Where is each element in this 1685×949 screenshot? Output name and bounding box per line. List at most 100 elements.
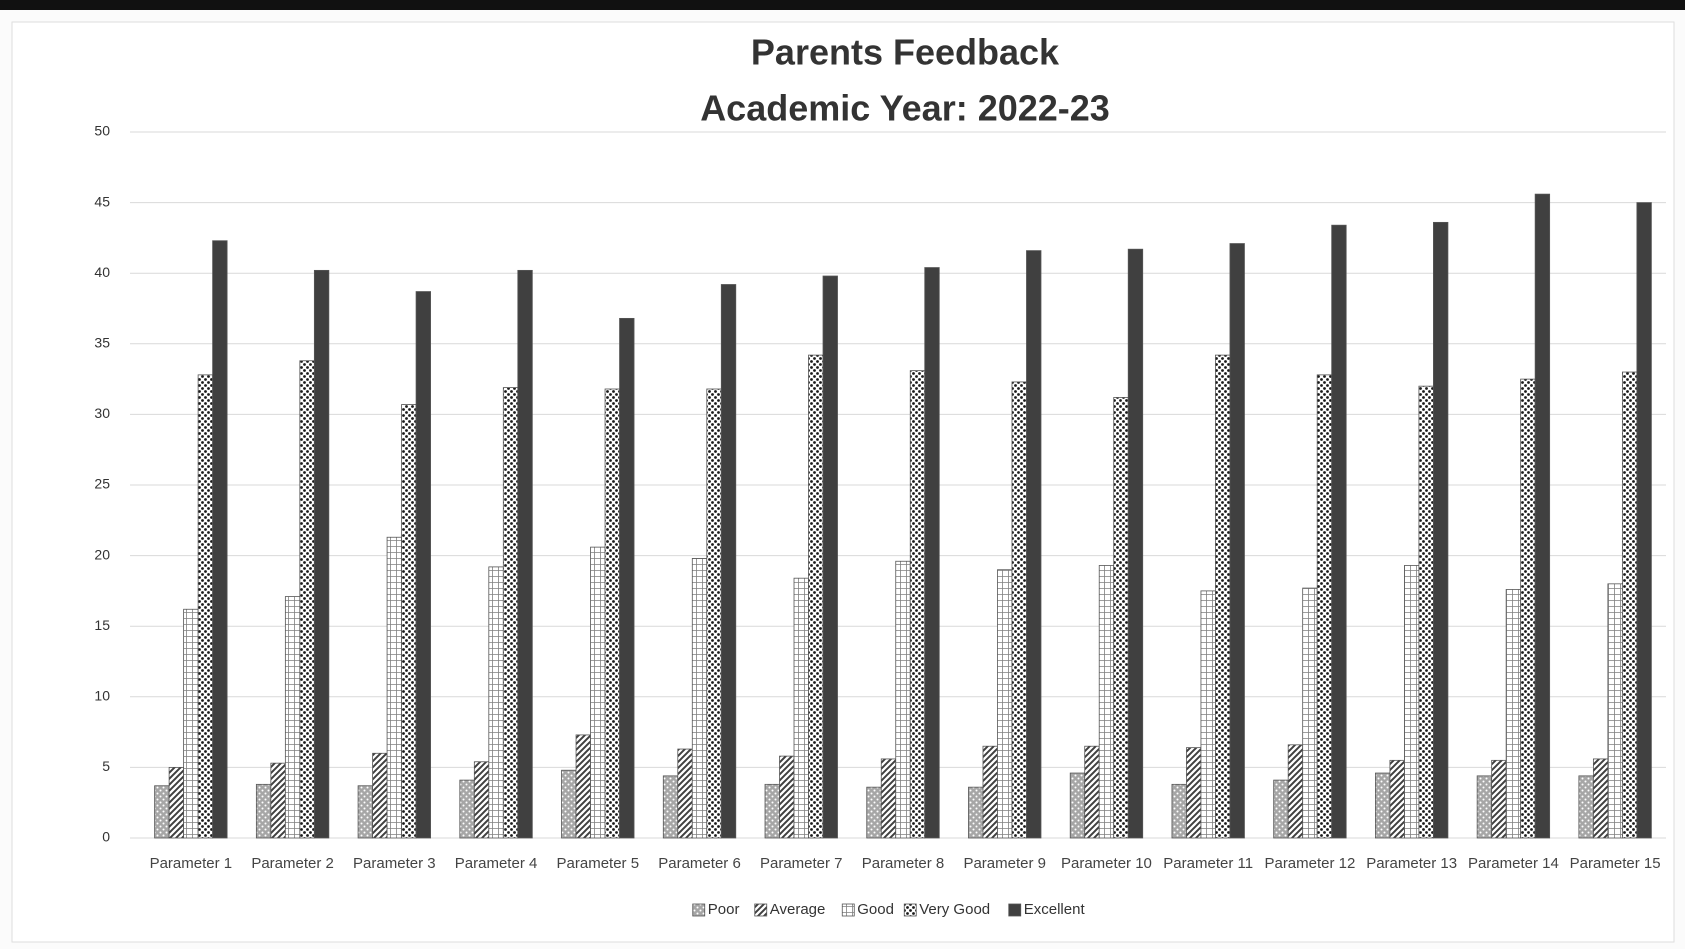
x-tick-label: Parameter 9 bbox=[963, 855, 1046, 872]
x-tick-label: Parameter 1 bbox=[149, 855, 233, 872]
bar bbox=[1331, 224, 1347, 839]
bar bbox=[982, 745, 998, 839]
legend-swatch bbox=[754, 903, 768, 917]
bar bbox=[1215, 354, 1231, 839]
x-tick-label: Parameter 11 bbox=[1163, 855, 1254, 872]
bar bbox=[517, 269, 533, 839]
x-tick-label: Parameter 3 bbox=[353, 855, 436, 872]
bar bbox=[299, 360, 315, 839]
bar bbox=[502, 387, 519, 839]
x-tick-label: Parameter 10 bbox=[1061, 855, 1152, 872]
bar bbox=[1186, 747, 1202, 839]
bar bbox=[895, 560, 911, 839]
bar bbox=[924, 267, 940, 839]
bar bbox=[561, 769, 577, 839]
x-tick-label: Parameter 7 bbox=[759, 855, 843, 872]
legend-swatch bbox=[841, 903, 855, 917]
legend-swatch bbox=[692, 903, 706, 917]
bar bbox=[822, 275, 838, 839]
bar bbox=[779, 755, 795, 839]
bar bbox=[1534, 193, 1551, 839]
bar bbox=[1200, 590, 1216, 839]
bar bbox=[1433, 221, 1449, 839]
bar bbox=[1127, 248, 1144, 839]
chart-subtitle: Academic Year: 2022-23 bbox=[700, 88, 1110, 129]
bar bbox=[1592, 758, 1609, 839]
legend-label: Very Good bbox=[919, 901, 990, 918]
x-tick-label: Parameter 14 bbox=[1467, 855, 1559, 872]
legend-label: Average bbox=[770, 901, 826, 918]
bar bbox=[1505, 589, 1522, 839]
bar bbox=[1229, 243, 1245, 839]
bar bbox=[1375, 772, 1391, 839]
bar bbox=[372, 752, 388, 839]
bar bbox=[154, 785, 170, 839]
bar bbox=[459, 779, 475, 839]
bar bbox=[604, 388, 620, 839]
y-tick-label: 25 bbox=[94, 476, 110, 492]
bar bbox=[1098, 565, 1115, 839]
bar bbox=[662, 775, 679, 839]
bar bbox=[1069, 772, 1086, 839]
legend-label: Good bbox=[857, 901, 894, 918]
legend-swatch bbox=[1008, 903, 1022, 917]
y-tick-label: 45 bbox=[94, 193, 110, 209]
bar bbox=[197, 374, 214, 839]
bar bbox=[183, 608, 199, 839]
bar bbox=[1084, 745, 1100, 839]
top-band bbox=[0, 0, 1685, 10]
bar bbox=[1316, 374, 1333, 839]
legend-label: Poor bbox=[708, 901, 740, 918]
y-tick-label: 5 bbox=[102, 758, 110, 774]
bar bbox=[706, 388, 722, 839]
bar bbox=[808, 354, 824, 839]
x-tick-label: Parameter 13 bbox=[1366, 855, 1458, 872]
bar bbox=[1273, 779, 1289, 839]
bar bbox=[1389, 759, 1405, 839]
legend-label: Excellent bbox=[1024, 901, 1086, 918]
y-tick-label: 40 bbox=[94, 264, 110, 280]
bar bbox=[168, 767, 185, 839]
bar bbox=[1287, 744, 1304, 839]
bar bbox=[909, 370, 926, 839]
bar bbox=[1621, 371, 1638, 839]
y-tick-label: 0 bbox=[102, 829, 110, 845]
y-tick-label: 30 bbox=[94, 405, 110, 421]
bar bbox=[401, 404, 417, 839]
bar bbox=[619, 317, 635, 839]
bar bbox=[1171, 783, 1187, 839]
bar bbox=[473, 761, 490, 839]
bar bbox=[1476, 775, 1493, 839]
x-tick-label: Parameter 12 bbox=[1264, 855, 1356, 872]
bar bbox=[764, 783, 780, 839]
bar bbox=[677, 748, 693, 839]
bar bbox=[590, 546, 606, 839]
y-tick-label: 20 bbox=[94, 546, 110, 562]
bar bbox=[1636, 202, 1652, 839]
bar bbox=[1578, 775, 1594, 839]
bar bbox=[255, 783, 272, 839]
bar bbox=[270, 762, 286, 839]
bar bbox=[997, 569, 1013, 839]
bar bbox=[1011, 381, 1027, 839]
bar bbox=[313, 269, 330, 839]
bar bbox=[866, 786, 882, 839]
legend-swatch bbox=[903, 903, 917, 917]
bar bbox=[357, 785, 373, 839]
bar bbox=[1113, 397, 1129, 839]
x-tick-label: Parameter 15 bbox=[1569, 855, 1661, 872]
bar bbox=[1520, 378, 1536, 839]
bar bbox=[880, 758, 897, 839]
bar bbox=[1302, 587, 1318, 839]
bar bbox=[1491, 759, 1507, 839]
x-tick-label: Parameter 5 bbox=[556, 855, 640, 872]
bar bbox=[691, 558, 708, 839]
bar bbox=[488, 566, 504, 839]
bar bbox=[212, 240, 228, 839]
chart-title: Parents Feedback bbox=[751, 32, 1060, 73]
x-tick-label: Parameter 2 bbox=[251, 855, 334, 872]
x-tick-label: Parameter 6 bbox=[658, 855, 741, 872]
bar bbox=[1418, 385, 1434, 839]
